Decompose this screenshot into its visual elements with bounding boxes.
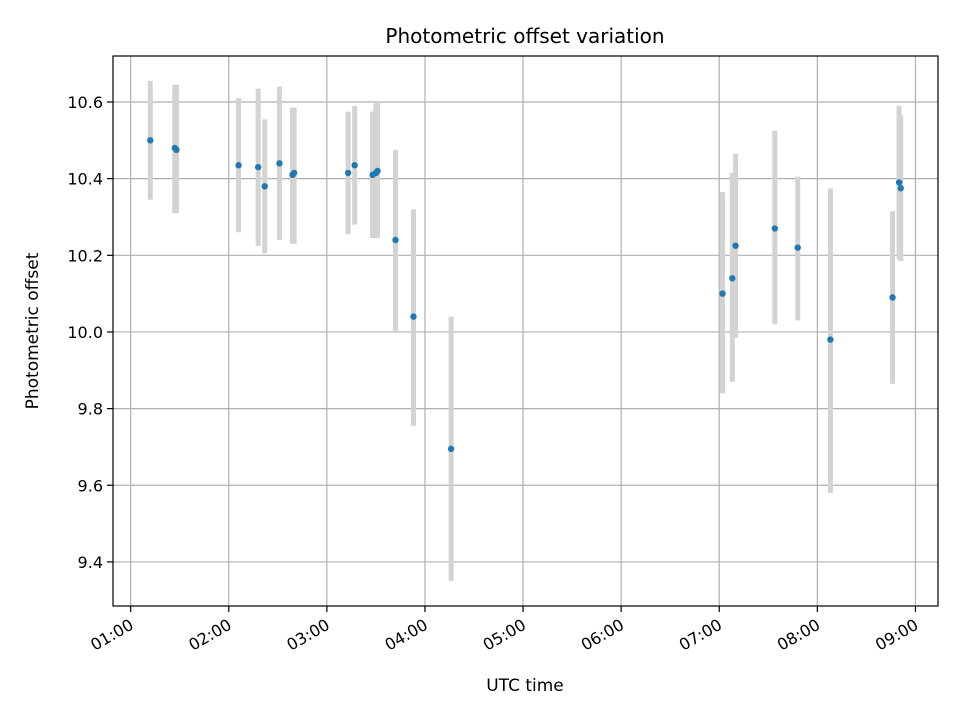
data-point <box>392 236 399 244</box>
y-tick-label: 10.0 <box>67 323 103 342</box>
data-point <box>235 162 242 169</box>
y-axis-label: Photometric offset <box>23 252 43 409</box>
data-point <box>827 336 834 343</box>
data-point <box>447 445 455 453</box>
data-point <box>732 242 739 249</box>
data-points <box>147 137 904 453</box>
data-point <box>895 179 903 186</box>
data-point <box>147 137 154 144</box>
data-point <box>254 163 262 171</box>
data-point <box>410 313 417 320</box>
y-tick-label: 9.6 <box>78 476 103 495</box>
y-tick-label: 10.2 <box>67 246 103 265</box>
y-tick-label: 10.4 <box>67 170 103 189</box>
y-tick-label: 10.6 <box>67 93 103 112</box>
data-point <box>344 169 352 177</box>
data-point <box>897 185 904 192</box>
grid-lines <box>113 56 938 606</box>
x-axis-label: UTC time <box>486 676 564 696</box>
data-point <box>290 169 298 177</box>
data-point <box>771 225 779 232</box>
chart-title: Photometric offset variation <box>385 24 664 48</box>
y-tick-label: 9.4 <box>78 553 103 572</box>
data-point <box>794 244 801 251</box>
data-point <box>719 290 726 297</box>
data-point <box>889 294 896 301</box>
data-point <box>729 275 736 282</box>
data-point <box>351 162 358 169</box>
data-point <box>173 146 180 154</box>
data-point <box>276 160 283 167</box>
y-axis-ticks: 9.4 9.6 9.8 10.0 10.2 10.4 10.6 <box>67 93 113 572</box>
y-tick-label: 9.8 <box>78 400 103 419</box>
data-point <box>261 183 268 190</box>
plot-area-frame <box>112 55 939 607</box>
data-point <box>374 167 381 175</box>
